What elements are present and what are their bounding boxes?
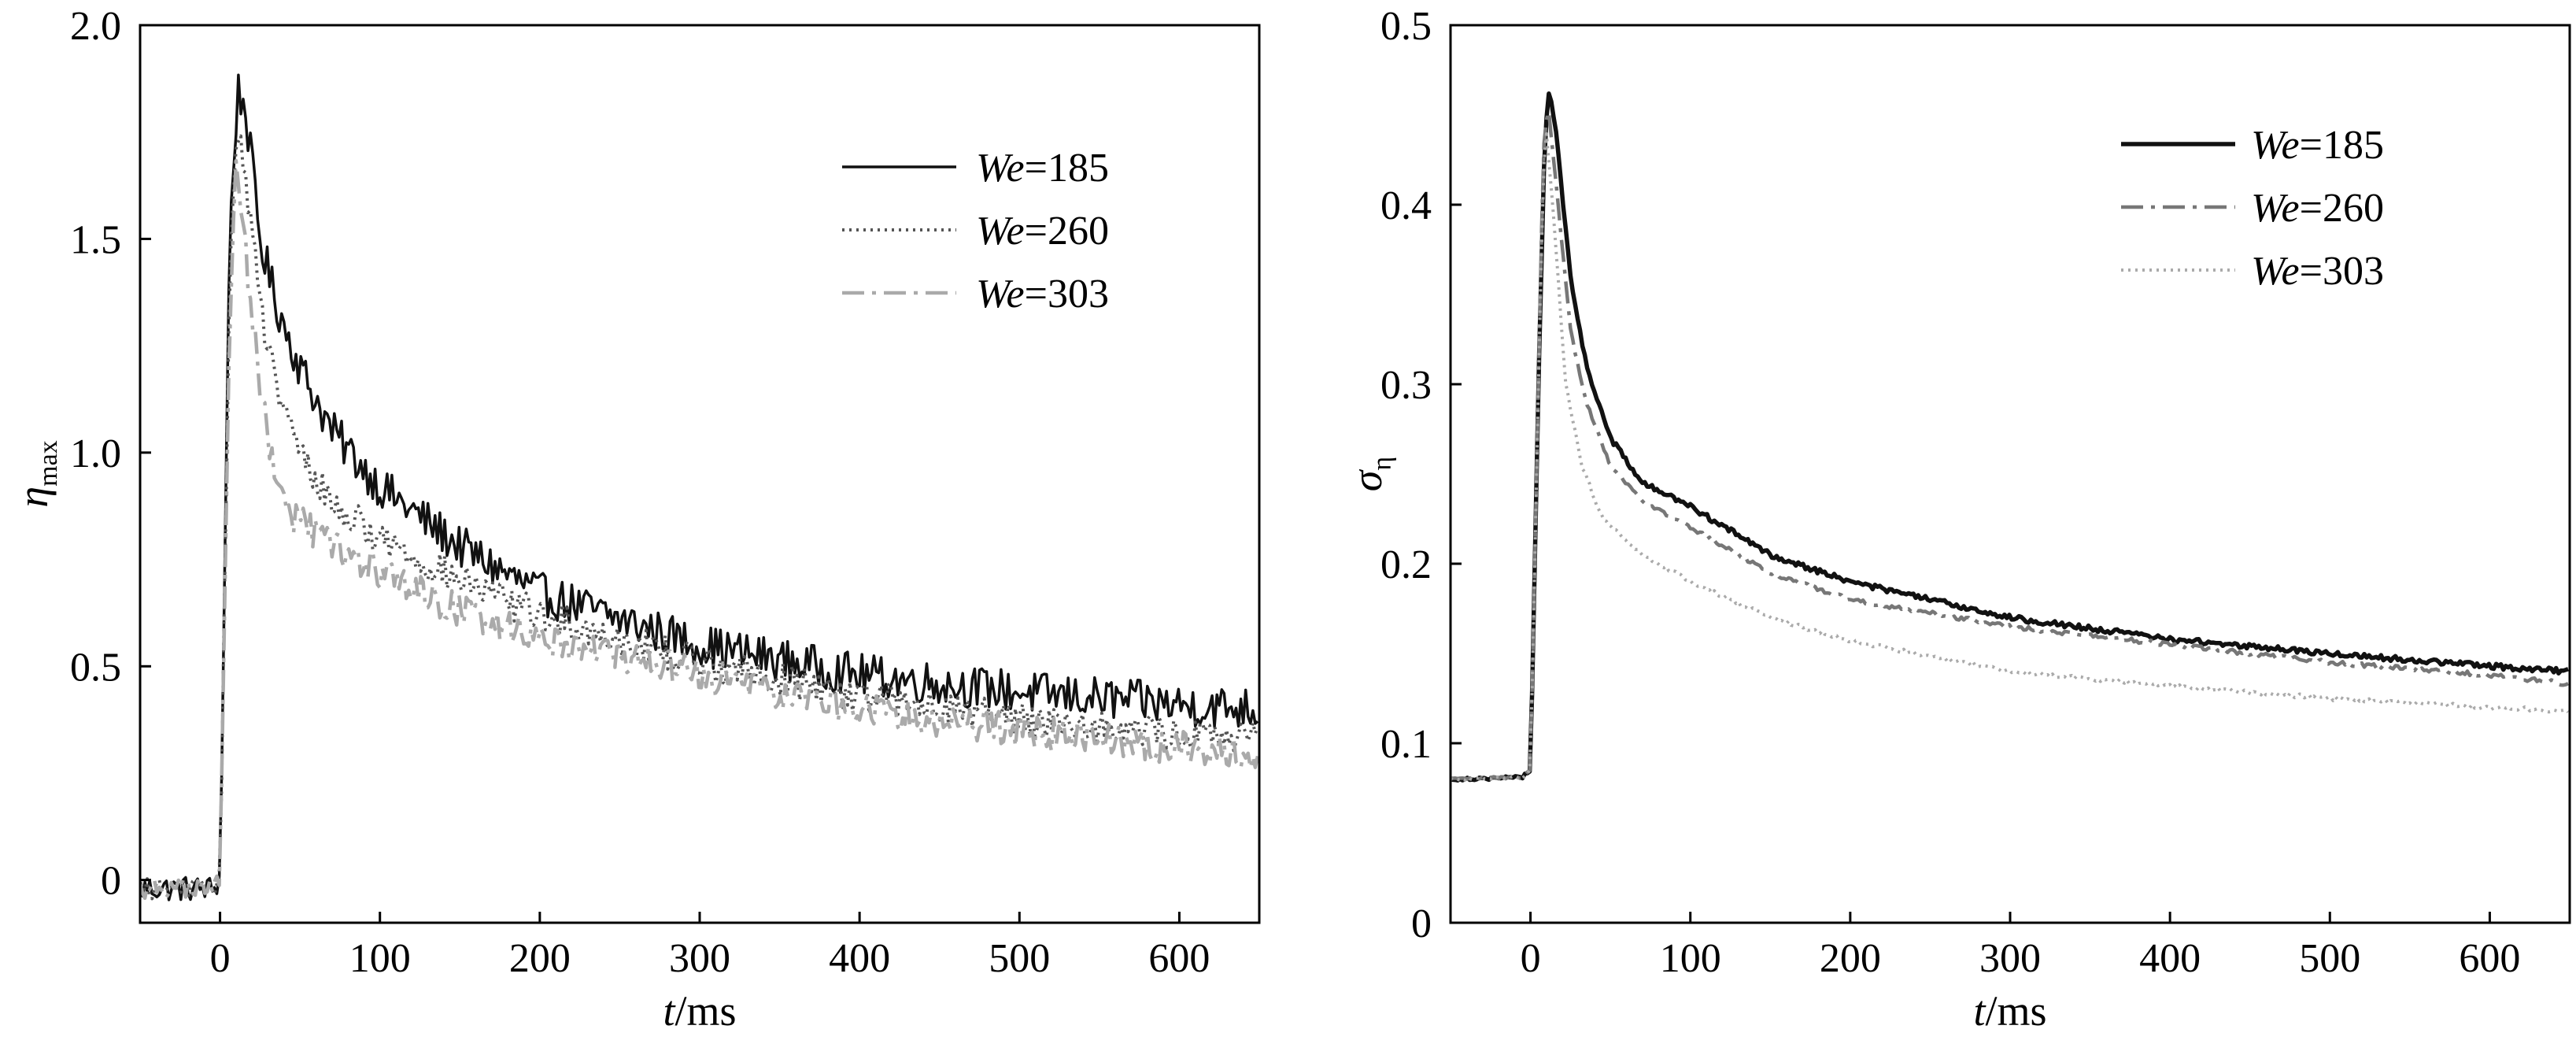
series-group — [1451, 91, 2570, 783]
x-tick-label: 200 — [1820, 936, 1881, 981]
x-tick-label: 600 — [2459, 936, 2520, 981]
y-tick-label: 0.1 — [1380, 722, 1432, 767]
series-line-we-185 — [140, 73, 1259, 901]
legend-label: We=185 — [976, 146, 1109, 191]
legend: We=185 We=260 We=303 — [842, 146, 1109, 317]
series-line-we-260 — [140, 134, 1259, 901]
x-tick-label: 400 — [829, 936, 890, 981]
y-tick-label: 0 — [101, 859, 121, 904]
x-tick-label: 300 — [1979, 936, 2041, 981]
y-tick-label: 2.0 — [70, 4, 121, 49]
series-line-we-260 — [1451, 109, 2569, 782]
x-tick-label: 200 — [509, 936, 571, 981]
series-line-we-185 — [1451, 91, 2569, 783]
legend-label: We=260 — [2251, 186, 2384, 231]
x-tick-label: 0 — [210, 936, 231, 981]
x-tick-label: 300 — [669, 936, 730, 981]
x-tick-label: 600 — [1148, 936, 1210, 981]
x-tick-label: 400 — [2139, 936, 2201, 981]
right-chart-panel: 0 100 200 300 400 500 600 0 0.1 0.2 0.3 0.4 0.5 t/ms σ… — [1343, 4, 2571, 1035]
y-tick-label: 0.3 — [1380, 363, 1432, 408]
x-axis-title: t/ms — [663, 987, 736, 1035]
y-tick-label: 0.5 — [70, 645, 121, 690]
y-tick-label: 0.4 — [1380, 183, 1432, 228]
x-tick-label: 500 — [989, 936, 1050, 981]
legend-label: We=260 — [976, 209, 1109, 254]
y-tick-label: 1.5 — [70, 217, 121, 262]
y-tick-label: 0 — [1411, 901, 1432, 946]
x-tick-label: 500 — [2299, 936, 2360, 981]
left-chart-panel: 0 100 200 300 400 500 600 0 0.5 1.0 1.5 2.0 t/ms ηmax… — [9, 4, 1261, 1035]
series-line-we-303 — [1451, 132, 2570, 782]
series-group — [140, 73, 1259, 901]
y-tick-label: 0.2 — [1380, 542, 1432, 587]
legend-label: We=303 — [976, 272, 1109, 317]
plot-frame — [1449, 24, 2571, 924]
legend-label: We=185 — [2251, 123, 2384, 168]
y-tick-label: 1.0 — [70, 431, 121, 476]
x-tick-label: 100 — [349, 936, 411, 981]
series-line-we-303 — [140, 158, 1259, 901]
x-axis-title: t/ms — [1973, 987, 2046, 1035]
legend-label: We=303 — [2251, 249, 2384, 294]
y-axis-title: ηmax — [9, 440, 63, 507]
y-tick-label: 0.5 — [1380, 4, 1432, 49]
legend: We=185 We=260 We=303 — [2121, 123, 2384, 294]
x-tick-label: 100 — [1660, 936, 1721, 981]
y-axis-title: ση — [1343, 457, 1397, 491]
x-tick-label: 0 — [1521, 936, 1541, 981]
